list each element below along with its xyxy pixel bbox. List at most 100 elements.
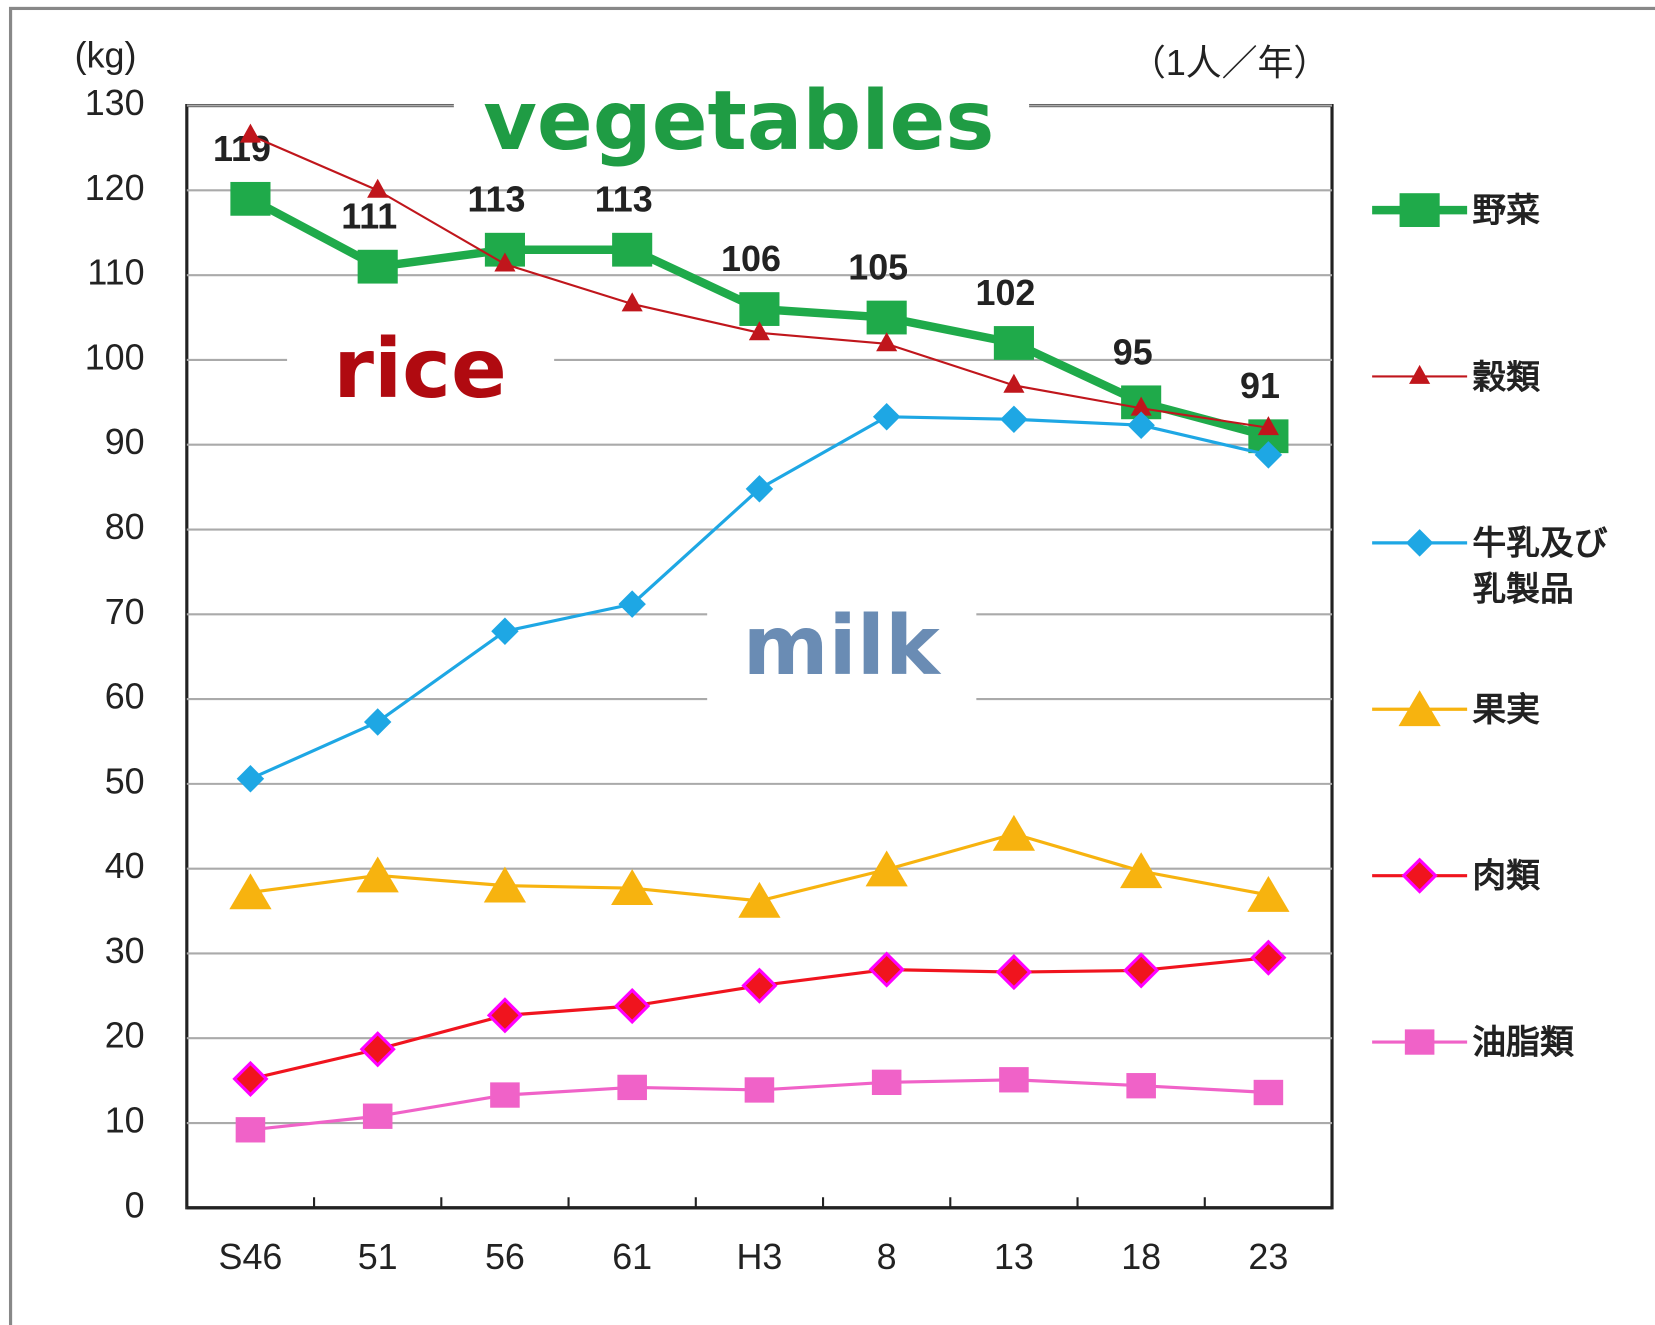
legend-marker [1405,529,1434,557]
point [367,178,389,198]
legend-label-box: 肉類 [1472,855,1540,896]
point [491,617,519,645]
legend-marker [1401,857,1438,894]
annotation-bg [287,316,555,423]
point [1003,373,1025,393]
y-tick-label: 60 [105,677,145,717]
unit-note: （1人／年） [1130,43,1329,83]
x-tick-label: 8 [877,1237,897,1277]
y-tick-label: 90 [105,422,145,462]
point [229,873,272,910]
legend-label-box: 牛乳及び乳製品 [1472,522,1608,610]
legend-label-box: 穀類 [1472,356,1540,397]
point [486,997,524,1034]
legend-marker [1398,690,1441,727]
legend-marker [1409,364,1431,384]
annotation: vegetables [483,74,994,169]
legend-label: 肉類 [1472,855,1540,896]
data-label: 91 [1240,366,1280,406]
point [744,1077,775,1103]
point [871,1069,902,1095]
point [1000,405,1028,434]
point [1123,952,1160,989]
point [1126,1073,1156,1099]
y-tick-label: 100 [85,337,145,377]
point [490,1082,520,1108]
annotation: rice [333,322,506,417]
point [617,1074,647,1101]
point [1254,441,1283,469]
point [1120,852,1163,889]
y-tick-label: 80 [105,507,145,547]
point [239,123,261,143]
data-label: 113 [595,180,653,220]
point [748,321,770,341]
legend-label: 野菜 [1472,190,1540,231]
point [362,1103,393,1129]
legend-label: 穀類 [1472,356,1540,397]
y-tick-label: 20 [105,1016,145,1056]
y-tick-label: 70 [105,592,145,632]
y-tick-label: 10 [105,1101,145,1141]
x-tick-label: S46 [219,1237,283,1277]
point [995,954,1032,991]
point [1253,1079,1284,1106]
legend-label: 牛乳及び乳製品 [1472,522,1608,610]
y-tick-label: 50 [105,761,145,801]
point [999,1067,1029,1093]
data-label: 105 [848,248,908,288]
point [235,1117,266,1143]
point [745,475,774,503]
x-tick-label: H3 [736,1237,782,1277]
point [357,249,398,284]
point [483,866,527,903]
point [611,869,654,906]
legend-label: 油脂類 [1472,1021,1574,1063]
y-tick-label: 30 [105,931,145,971]
legend-marker [1404,1029,1435,1055]
point [356,856,399,893]
point [363,708,392,736]
point [1250,939,1287,976]
point [993,326,1034,360]
point [1257,416,1279,436]
point [1127,411,1155,439]
point [230,181,271,216]
x-tick-label: 61 [612,1237,652,1277]
annotation-bg [453,73,1030,175]
x-tick-label: 18 [1121,1237,1161,1277]
point [992,814,1036,851]
annotation: milk [743,599,942,694]
x-tick-label: 13 [994,1237,1034,1277]
point [236,765,265,793]
x-tick-label: 23 [1248,1237,1288,1277]
legend-label-box: 果実 [1472,689,1540,730]
legend-label-box: 野菜 [1472,190,1540,231]
x-tick-label: 56 [485,1237,525,1277]
point [865,850,908,887]
annotation-bg [707,603,977,702]
y-tick-label: 130 [85,83,145,123]
point [739,292,780,326]
data-label: 119 [213,129,271,169]
legend-label: 果実 [1472,689,1540,730]
data-label: 106 [721,239,781,279]
point [876,332,898,352]
data-label: 111 [341,197,397,237]
y-unit: (kg) [75,36,137,76]
point [612,232,653,267]
point [614,987,651,1025]
data-label: 113 [468,180,526,220]
y-tick-label: 40 [105,846,145,886]
point [618,590,646,618]
legend-marker [1399,193,1440,227]
point [621,292,643,312]
legend-label-box: 油脂類 [1472,1021,1574,1063]
point [232,1060,269,1098]
point [866,300,907,335]
data-label: 102 [976,273,1036,313]
point [872,403,901,431]
point [1130,396,1152,416]
point [1247,875,1290,912]
